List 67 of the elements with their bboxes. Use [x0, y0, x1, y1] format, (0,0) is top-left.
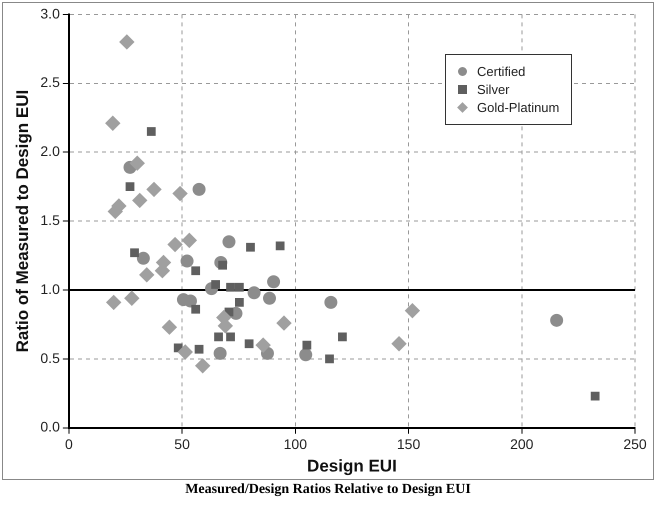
point — [126, 182, 134, 192]
point — [234, 298, 244, 307]
x-tick-label: 250 — [623, 436, 647, 452]
point — [106, 294, 122, 310]
x-tick-label: 150 — [396, 436, 420, 452]
point — [184, 294, 197, 308]
y-tick-label: 2.5 — [40, 74, 60, 90]
point — [192, 182, 206, 196]
point — [214, 332, 223, 342]
point — [172, 186, 188, 202]
point — [139, 267, 154, 282]
x-axis-title: Design EUI — [307, 456, 397, 476]
y-tick-label: 2.0 — [40, 143, 60, 160]
legend-label: Certified — [477, 64, 526, 80]
point — [132, 192, 148, 208]
point — [338, 332, 347, 342]
y-tick-label: 1.0 — [40, 280, 60, 297]
point — [244, 339, 254, 348]
point — [550, 314, 564, 327]
y-tick-label: 0.0 — [40, 418, 60, 435]
point — [178, 344, 193, 360]
point — [222, 235, 236, 248]
point — [267, 275, 280, 288]
x-tick-label: 0 — [64, 436, 73, 452]
point — [195, 358, 210, 374]
y-tick-label: 0.5 — [40, 350, 60, 366]
point — [146, 182, 162, 197]
x-tick-label: 50 — [174, 436, 190, 452]
point — [246, 242, 255, 252]
point — [130, 248, 139, 258]
point — [299, 348, 312, 362]
point — [302, 340, 312, 350]
point — [124, 290, 140, 306]
point — [276, 242, 285, 250]
point — [263, 292, 276, 305]
point — [105, 116, 120, 131]
point — [194, 344, 204, 354]
point — [404, 303, 420, 318]
point — [392, 336, 407, 352]
legend-label: Silver — [477, 82, 510, 98]
point — [324, 296, 338, 309]
legend-label: Gold-Platinum — [477, 100, 560, 116]
point — [168, 237, 183, 252]
point — [119, 34, 134, 50]
point — [182, 232, 197, 248]
point — [130, 156, 145, 171]
y-tick-label: 3.0 — [40, 5, 60, 22]
point — [214, 346, 227, 360]
x-tick-label: 100 — [284, 436, 308, 452]
point — [226, 332, 235, 342]
text: Measured/Design Ratios Relative to Design EUI — [184, 482, 472, 498]
point — [136, 252, 150, 265]
point — [256, 338, 271, 353]
point — [276, 316, 292, 331]
point — [590, 392, 600, 400]
point — [226, 282, 235, 292]
point — [248, 286, 261, 300]
point — [191, 304, 200, 314]
point — [180, 254, 194, 268]
point — [325, 354, 334, 364]
point — [146, 127, 156, 136]
point — [234, 282, 244, 292]
point — [191, 266, 200, 276]
y-tick-label: 1.5 — [40, 212, 60, 228]
point — [162, 320, 177, 335]
x-tick-label: 200 — [510, 436, 534, 452]
y-axis-title: Ratio of Measured to Design EUI — [12, 90, 32, 352]
